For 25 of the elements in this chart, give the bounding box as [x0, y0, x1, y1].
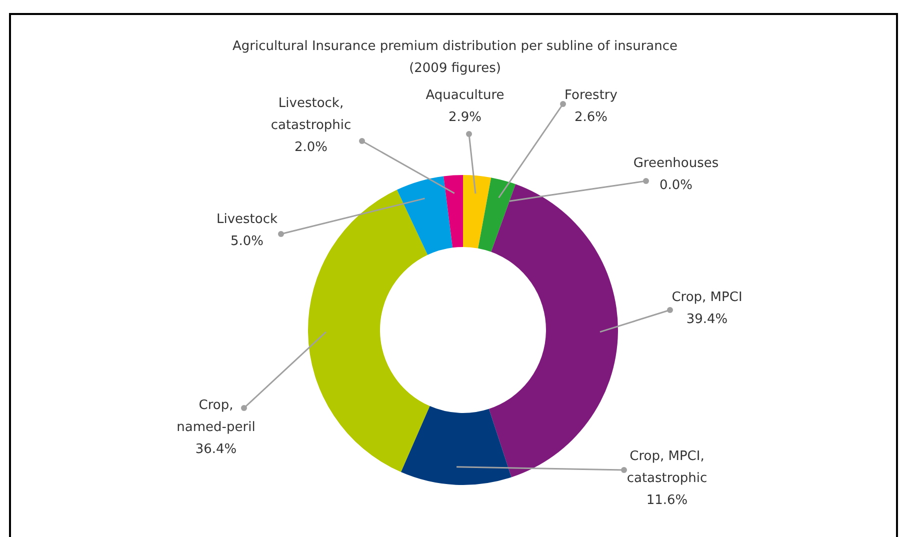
slice-label: Livestock, catastrophic [270, 96, 352, 133]
chart-title: Agricultural Insurance premium distribution per subline of insurance [232, 39, 678, 54]
text: 0.0% [659, 178, 693, 193]
donut-slice [308, 190, 430, 472]
slice-label: Livestock [216, 212, 278, 227]
chart-subtitle: (2009 figures) [409, 61, 501, 76]
data-label: 11.6% [646, 493, 688, 508]
donut-slice [463, 175, 492, 248]
category-label: Greenhouses [633, 156, 719, 171]
data-label: 2.0% [294, 140, 328, 155]
slice-label: Forestry [564, 88, 618, 103]
slice-label: Crop, MPCI [672, 290, 742, 305]
data-label: 2.6% [574, 110, 608, 125]
data-label: 36.4% [195, 442, 237, 457]
donut-slice [444, 175, 463, 248]
donut-slice [488, 184, 618, 478]
slice-label: Crop, named-peril [176, 398, 256, 435]
slice-label: Aquaculture [426, 88, 504, 103]
donut-slice [478, 178, 516, 252]
donut-slice [396, 176, 453, 255]
data-label: 5.0% [230, 234, 264, 249]
donut-slice [400, 406, 512, 485]
slice-label: Crop, MPCI, catastrophic [626, 449, 708, 486]
data-label: 2.9% [448, 110, 482, 125]
data-label: 39.4% [686, 312, 728, 327]
